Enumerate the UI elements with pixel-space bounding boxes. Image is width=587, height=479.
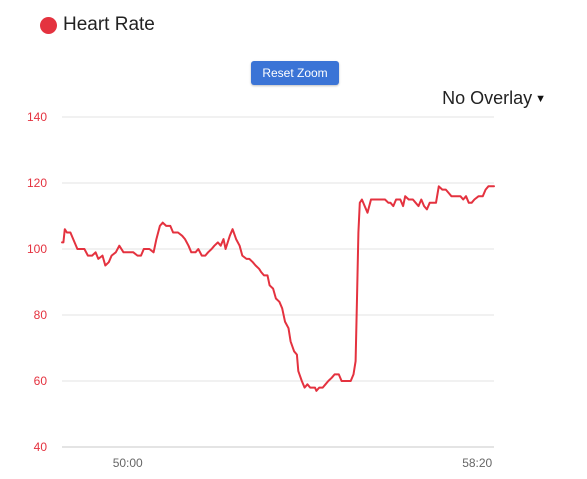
legend-label: Heart Rate <box>63 14 155 35</box>
overlay-dropdown[interactable]: No Overlay ▼ <box>442 88 546 109</box>
legend-item-heart-rate[interactable]: Heart Rate <box>40 14 155 36</box>
y-axis-tick-labels: 40 60 80 100 120 140 <box>27 110 47 454</box>
y-tick-label: 80 <box>34 308 48 322</box>
x-axis-tick-labels: 50:00 58:20 <box>113 456 493 470</box>
reset-zoom-button[interactable]: Reset Zoom <box>251 61 339 85</box>
chart-plot-area[interactable] <box>61 185 495 392</box>
heart-rate-series-line[interactable] <box>61 185 495 392</box>
y-tick-label: 100 <box>27 242 47 256</box>
overlay-dropdown-label: No Overlay <box>442 88 533 108</box>
y-tick-label: 60 <box>34 374 48 388</box>
legend-color-dot-icon <box>40 16 57 34</box>
y-tick-label: 120 <box>27 176 47 190</box>
y-tick-label: 40 <box>34 440 48 454</box>
caret-down-icon: ▼ <box>535 92 546 105</box>
y-tick-label: 140 <box>27 110 47 124</box>
chart-gridlines <box>62 116 494 448</box>
x-tick-label: 50:00 <box>113 456 143 470</box>
x-tick-label: 58:20 <box>462 456 492 470</box>
